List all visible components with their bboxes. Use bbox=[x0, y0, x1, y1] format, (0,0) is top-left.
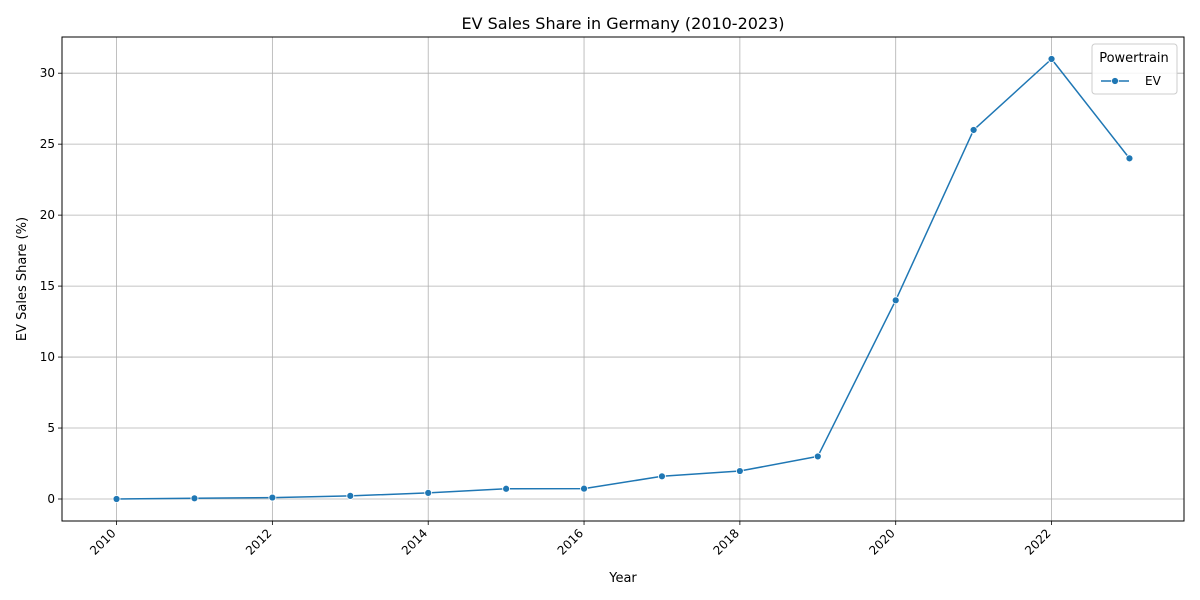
chart-title: EV Sales Share in Germany (2010-2023) bbox=[461, 14, 784, 33]
data-point bbox=[346, 491, 355, 500]
y-tick-label: 25 bbox=[40, 137, 55, 151]
data-point bbox=[1047, 55, 1056, 63]
series-line-ev bbox=[116, 58, 1131, 500]
data-point bbox=[735, 467, 744, 475]
data-point bbox=[502, 484, 511, 493]
y-tick-label: 30 bbox=[40, 66, 55, 80]
data-point bbox=[424, 488, 433, 497]
y-tick-label: 20 bbox=[40, 208, 55, 222]
plot-frame bbox=[61, 36, 1185, 522]
legend-label-ev: EV bbox=[1145, 74, 1162, 88]
y-tick-label: 5 bbox=[47, 421, 55, 435]
y-tick-label: 15 bbox=[40, 279, 55, 293]
y-tick-label: 10 bbox=[40, 350, 55, 364]
data-point bbox=[1125, 154, 1134, 163]
legend-marker-sample bbox=[1111, 77, 1119, 85]
data-point bbox=[580, 484, 588, 493]
grid-layer bbox=[62, 37, 1184, 521]
legend-title: Powertrain bbox=[1099, 51, 1169, 66]
x-axis-label: Year bbox=[608, 571, 637, 586]
legend: Powertrain EV bbox=[1091, 43, 1178, 95]
series-layer bbox=[112, 55, 1134, 503]
data-point bbox=[658, 472, 666, 481]
data-point bbox=[813, 452, 822, 461]
data-point bbox=[112, 495, 121, 503]
y-tick-layer: 0 5 10 15 20 25 30 bbox=[40, 66, 62, 506]
data-point bbox=[268, 493, 277, 502]
y-axis-label: EV Sales Share (%) bbox=[15, 217, 30, 341]
data-point bbox=[190, 494, 199, 503]
data-point bbox=[969, 126, 978, 134]
y-tick-label: 0 bbox=[47, 492, 55, 506]
data-point bbox=[891, 296, 900, 305]
